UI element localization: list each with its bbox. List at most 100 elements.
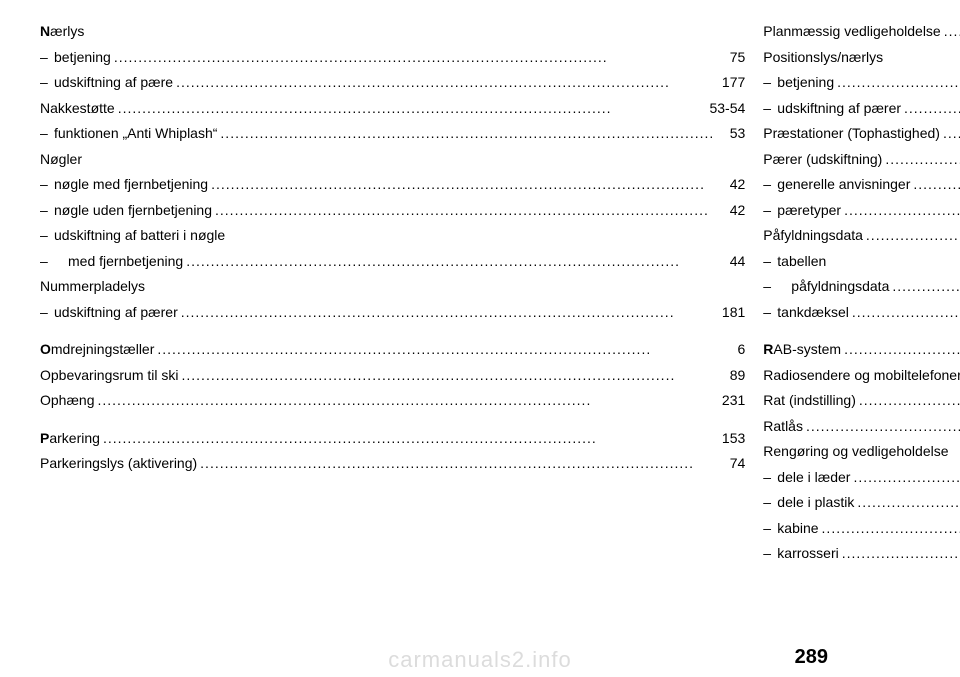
leader-dots bbox=[220, 126, 714, 140]
leader-dots bbox=[844, 203, 960, 217]
leader-dots bbox=[114, 50, 714, 64]
index-entry: Parkeringslys (aktivering)74 bbox=[40, 456, 745, 470]
entry-text: pæretyper bbox=[777, 202, 841, 218]
entry-text: Nummerpladelys bbox=[40, 278, 145, 294]
leader-dots bbox=[182, 368, 715, 382]
entry-text: Præstationer (Tophastighed) bbox=[763, 125, 940, 141]
leader-dots bbox=[176, 75, 714, 89]
entry-page: 74 bbox=[717, 456, 745, 470]
entry-label: med fjernbetjening bbox=[68, 254, 183, 268]
entry-label: Rengøring og vedligeholdelse bbox=[763, 444, 948, 458]
index-subentry: –nøgle med fjernbetjening42 bbox=[40, 177, 745, 191]
entry-text: Ratlås bbox=[763, 418, 803, 434]
entry-label: nøgle uden fjernbetjening bbox=[54, 203, 212, 217]
entry-text: Pærer (udskiftning) bbox=[763, 151, 882, 167]
entry-label: betjening bbox=[777, 75, 834, 89]
entry-label: Rat (indstilling) bbox=[763, 393, 856, 407]
dash-icon: – bbox=[763, 101, 771, 115]
page-number: 289 bbox=[795, 646, 828, 669]
dash-icon: – bbox=[763, 254, 771, 268]
index-subentry: – med fjernbetjening 44 bbox=[40, 254, 745, 268]
leader-dots bbox=[186, 254, 714, 268]
dash-icon: – bbox=[763, 279, 771, 293]
leader-dots bbox=[844, 342, 960, 356]
dash-icon: – bbox=[763, 470, 771, 484]
index-subentry: –udskiftning af batteri i nøgle bbox=[40, 228, 745, 242]
entry-page: 181 bbox=[717, 305, 745, 319]
lead-letter: N bbox=[40, 23, 50, 39]
index-entry: Rengøring og vedligeholdelse bbox=[763, 444, 960, 458]
leader-dots bbox=[103, 431, 714, 445]
entry-label: Radiosendere og mobiltelefoner bbox=[763, 368, 960, 382]
entry-label: funktionen „Anti Whiplash“ bbox=[54, 126, 217, 140]
index-entry: Planmæssig vedligeholdelse200 bbox=[763, 24, 960, 38]
entry-page: 75 bbox=[717, 50, 745, 64]
index-subentry: –generelle anvisninger174 bbox=[763, 177, 960, 191]
entry-page: 153 bbox=[717, 431, 745, 445]
leader-dots bbox=[118, 101, 703, 115]
entry-page: 6 bbox=[717, 342, 745, 356]
entry-label: udskiftning af pærer bbox=[54, 305, 178, 319]
leader-dots bbox=[944, 24, 960, 38]
entry-label: generelle anvisninger bbox=[777, 177, 910, 191]
leader-dots bbox=[806, 419, 960, 433]
entry-text: funktionen „Anti Whiplash“ bbox=[54, 125, 217, 141]
index-subentry: –dele i læder224 bbox=[763, 470, 960, 484]
index-page: Nærlys–betjening75–udskiftning af pære17… bbox=[0, 0, 960, 677]
leader-dots bbox=[885, 152, 960, 166]
lead-letter: O bbox=[40, 341, 51, 357]
entry-label: Nummerpladelys bbox=[40, 279, 145, 293]
leader-dots bbox=[866, 228, 960, 242]
entry-text: generelle anvisninger bbox=[777, 176, 910, 192]
leader-dots bbox=[842, 546, 960, 560]
entry-label: udskiftning af batteri i nøgle bbox=[54, 228, 225, 242]
index-entry: Påfyldningsdata127 bbox=[763, 228, 960, 242]
entry-text: tankdæksel bbox=[777, 304, 849, 320]
entry-label: Nærlys bbox=[40, 24, 84, 38]
entry-label: tankdæksel bbox=[777, 305, 849, 319]
entry-text: Planmæssig vedligeholdelse bbox=[763, 23, 940, 39]
entry-text: Opbevaringsrum til ski bbox=[40, 367, 179, 383]
entry-text: Påfyldningsdata bbox=[763, 227, 863, 243]
index-entry: Pærer (udskiftning)174 bbox=[763, 152, 960, 166]
entry-page: 42 bbox=[717, 203, 745, 217]
entry-text: Radiosendere og mobiltelefoner bbox=[763, 367, 960, 383]
entry-page: 177 bbox=[717, 75, 745, 89]
index-subentry: –udskiftning af pærer181 bbox=[40, 305, 745, 319]
entry-page: 44 bbox=[717, 254, 745, 268]
dash-icon: – bbox=[40, 177, 48, 191]
leader-dots bbox=[852, 305, 960, 319]
index-subentry: –tabellen bbox=[763, 254, 960, 268]
index-entry: Omdrejningstæller6 bbox=[40, 342, 745, 356]
entry-page: 53-54 bbox=[705, 101, 745, 115]
index-columns: Nærlys–betjening75–udskiftning af pære17… bbox=[0, 0, 960, 677]
entry-label: udskiftning af pærer bbox=[777, 101, 901, 115]
lead-letter: R bbox=[763, 341, 773, 357]
dash-icon: – bbox=[763, 495, 771, 509]
entry-text: Ophæng bbox=[40, 392, 94, 408]
index-subentry: –nøgle uden fjernbetjening42 bbox=[40, 203, 745, 217]
index-entry: Rat (indstilling)54 bbox=[763, 393, 960, 407]
leader-dots bbox=[904, 101, 960, 115]
section-gap bbox=[40, 419, 745, 431]
entry-label: Nakkestøtte bbox=[40, 101, 115, 115]
entry-label: betjening bbox=[54, 50, 111, 64]
dash-icon: – bbox=[40, 254, 48, 268]
index-subentry: –tankdæksel128 bbox=[763, 305, 960, 319]
dash-icon: – bbox=[763, 546, 771, 560]
entry-label: dele i plastik bbox=[777, 495, 854, 509]
index-entry: Opbevaringsrum til ski89 bbox=[40, 368, 745, 382]
entry-text: kabine bbox=[777, 520, 818, 536]
index-entry: Positionslys/nærlys bbox=[763, 50, 960, 64]
entry-text: med fjernbetjening bbox=[68, 253, 183, 269]
entry-text: nøgle uden fjernbetjening bbox=[54, 202, 212, 218]
entry-label: pæretyper bbox=[777, 203, 841, 217]
index-subentry: –betjening75 bbox=[40, 50, 745, 64]
index-entry: Præstationer (Tophastighed)237 bbox=[763, 126, 960, 140]
index-entry: Nummerpladelys bbox=[40, 279, 745, 293]
index-entry: Ophæng231 bbox=[40, 393, 745, 407]
index-entry: Nakkestøtte 53-54 bbox=[40, 101, 745, 115]
index-column: Nærlys–betjening75–udskiftning af pære17… bbox=[40, 24, 745, 657]
index-subentry: –udskiftning af pærer177-179 bbox=[763, 101, 960, 115]
index-subentry: –pæretyper175-176 bbox=[763, 203, 960, 217]
